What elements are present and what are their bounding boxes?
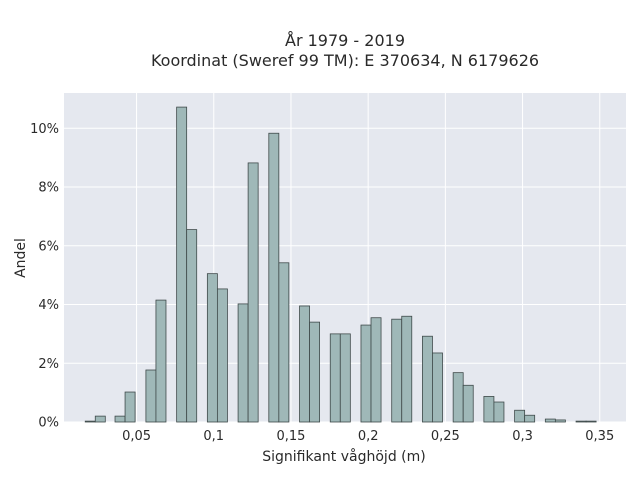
y-axis-title: Andel xyxy=(13,238,29,278)
histogram-bar-29 xyxy=(524,414,536,423)
histogram-bar-10 xyxy=(237,303,249,423)
histogram-bar-8 xyxy=(206,273,218,423)
x-axis-title: Signifikant våghöjd (m) xyxy=(262,448,425,465)
histogram-bar-12 xyxy=(268,132,280,423)
x-tick-label-1: 0,1 xyxy=(203,429,224,444)
histogram-bar-28 xyxy=(514,409,526,423)
y-tick-label-0: 0% xyxy=(38,416,59,431)
histogram-bar-1 xyxy=(94,415,106,423)
histogram-bar-13 xyxy=(278,262,290,423)
histogram-bar-26 xyxy=(483,396,495,423)
histogram-bar-18 xyxy=(360,324,372,423)
x-tick-label-2: 0,15 xyxy=(276,429,305,444)
histogram-bar-17 xyxy=(339,333,351,423)
histogram-bar-16 xyxy=(329,333,341,423)
histogram-bar-31 xyxy=(554,419,566,423)
y-tick-label-4: 8% xyxy=(38,181,59,196)
histogram-bar-6 xyxy=(176,106,188,423)
histogram-bar-4 xyxy=(145,369,157,423)
x-tick-labels: 0,05 0,1 0,15 0,2 0,25 0,3 0,35 xyxy=(122,429,614,444)
x-tick-label-5: 0,3 xyxy=(512,429,533,444)
histogram-bar-9 xyxy=(216,288,228,423)
histogram-bar-15 xyxy=(309,321,321,423)
x-tick-label-6: 0,35 xyxy=(585,429,614,444)
histogram-bar-2 xyxy=(114,415,126,423)
y-tick-label-1: 2% xyxy=(38,357,59,372)
histogram-bar-21 xyxy=(401,315,413,423)
y-tick-labels: 0% 2% 4% 6% 8% 10% xyxy=(30,122,59,431)
histogram-bar-19 xyxy=(370,317,382,423)
y-tick-label-2: 4% xyxy=(38,298,59,313)
y-tick-label-3: 6% xyxy=(38,239,59,254)
histogram-bar-7 xyxy=(186,229,198,423)
histogram-bar-33 xyxy=(585,420,597,423)
bars xyxy=(84,106,597,423)
histogram-bar-14 xyxy=(299,305,310,423)
histogram-bar-32 xyxy=(575,420,587,423)
histogram-bar-23 xyxy=(432,352,443,423)
chart-title: År 1979 - 2019 xyxy=(285,31,405,50)
histogram-bar-27 xyxy=(493,401,505,423)
histogram-bar-30 xyxy=(544,418,556,423)
histogram-bar-24 xyxy=(452,372,464,423)
histogram-bar-3 xyxy=(124,391,136,423)
histogram-bar-20 xyxy=(391,318,403,423)
y-tick-label-5: 10% xyxy=(30,122,59,137)
histogram-bar-25 xyxy=(462,384,474,423)
x-tick-label-3: 0,2 xyxy=(358,429,379,444)
histogram-bar-5 xyxy=(155,299,167,423)
x-tick-label-4: 0,25 xyxy=(431,429,460,444)
histogram-bar-0 xyxy=(84,420,96,423)
histogram-bar-22 xyxy=(422,335,433,423)
chart-subtitle: Koordinat (Sweref 99 TM): E 370634, N 61… xyxy=(151,51,539,70)
x-tick-label-0: 0,05 xyxy=(122,429,151,444)
histogram-bar-11 xyxy=(247,162,259,423)
